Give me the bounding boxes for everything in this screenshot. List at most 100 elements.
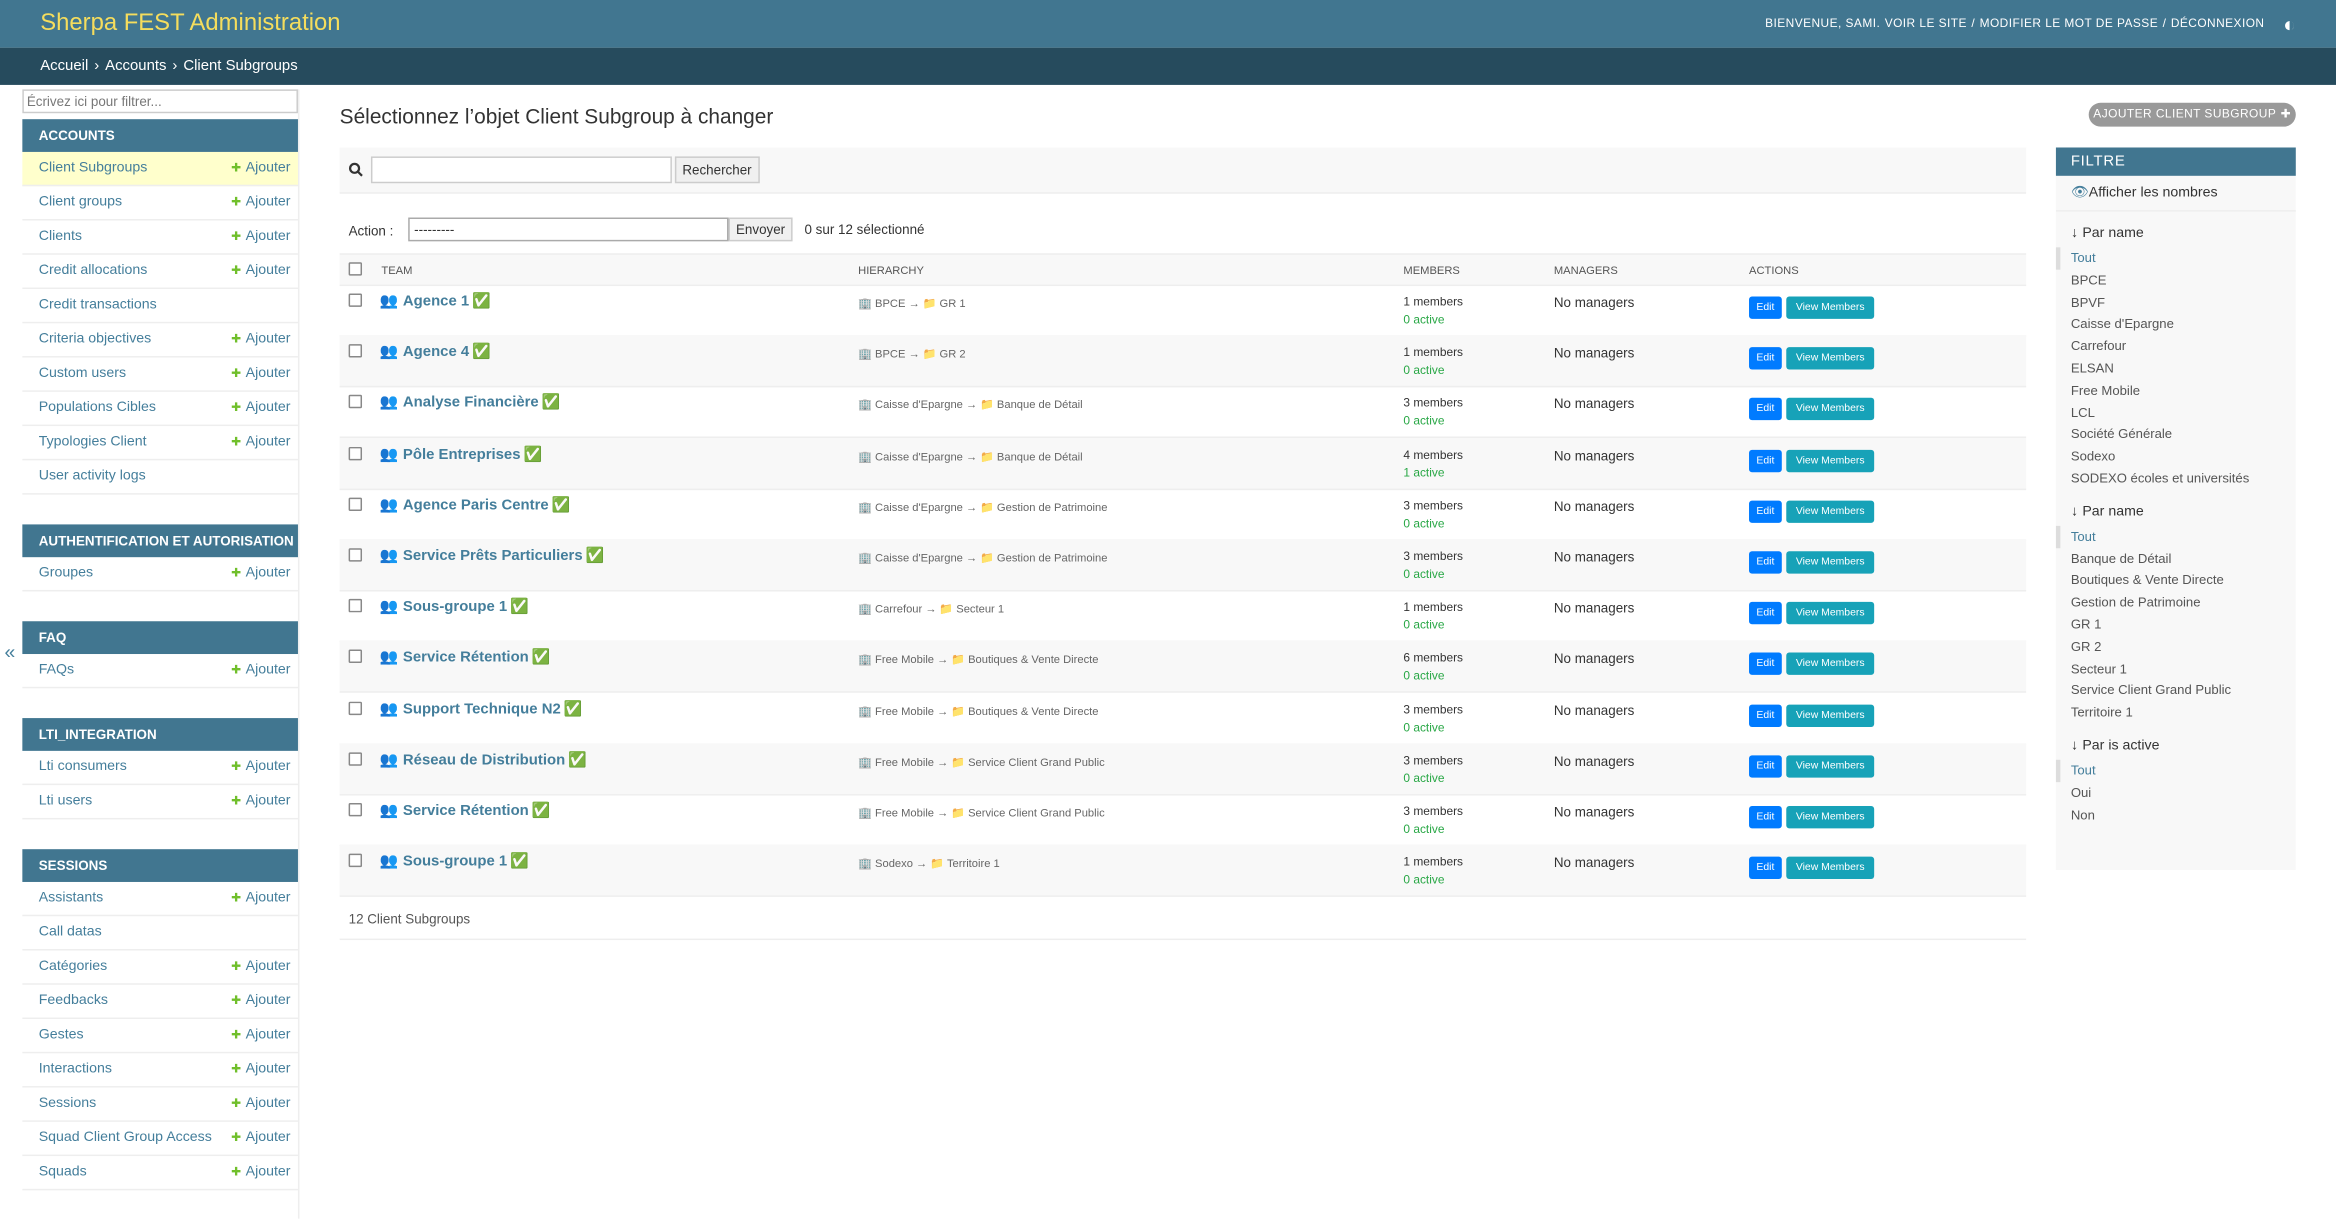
model-link[interactable]: Assistants (38, 889, 104, 906)
model-link[interactable]: Feedbacks (38, 992, 108, 1009)
filter-option[interactable]: Free Mobile (2070, 382, 2141, 398)
row-checkbox[interactable] (348, 293, 363, 307)
filter-option[interactable]: SODEXO écoles et universités (2070, 470, 2250, 486)
edit-button[interactable]: Edit (1749, 449, 1782, 472)
theme-toggle[interactable]: ◐ (2283, 11, 2296, 36)
add-link[interactable]: ✚ Ajouter (231, 186, 290, 219)
model-link[interactable]: Populations Cibles (38, 399, 156, 416)
add-link[interactable]: ✚ Ajouter (231, 985, 290, 1018)
filter-option[interactable]: Non (2070, 806, 2095, 822)
view-members-button[interactable]: View Members (1786, 296, 1875, 319)
model-link[interactable]: Catégories (38, 957, 108, 975)
filter-option[interactable]: ELSAN (2070, 360, 2114, 376)
module-title[interactable]: SESSIONS (22, 849, 298, 882)
team-link[interactable]: Service Rétention (402, 803, 529, 820)
edit-button[interactable]: Edit (1749, 856, 1782, 880)
filter-option[interactable]: Tout (2055, 525, 2296, 548)
module-title[interactable]: LTI_INTEGRATION (22, 718, 298, 751)
row-checkbox[interactable] (348, 395, 363, 409)
filter-option[interactable]: LCL (2070, 404, 2095, 420)
filter-option[interactable]: Banque de Détail (2070, 550, 2172, 566)
row-checkbox[interactable] (348, 446, 363, 460)
search-button[interactable]: Rechercher (674, 156, 760, 184)
team-link[interactable]: Service Rétention (402, 650, 529, 667)
add-link[interactable]: ✚ Ajouter (231, 882, 290, 915)
view-members-button[interactable]: View Members (1786, 602, 1875, 625)
column-header[interactable]: HIERARCHY (858, 263, 924, 278)
add-link[interactable]: ✚ Ajouter (231, 654, 290, 687)
user-link[interactable]: VOIR LE SITE (1884, 16, 1967, 30)
team-link[interactable]: Sous-groupe 1 (402, 599, 508, 616)
row-checkbox[interactable] (348, 548, 363, 562)
filter-option[interactable]: Tout (2055, 247, 2296, 270)
model-link[interactable]: Groupes (38, 564, 94, 582)
view-members-button[interactable]: View Members (1786, 856, 1875, 880)
model-link[interactable]: Credit transactions (38, 296, 157, 313)
column-header[interactable]: MEMBERS (1403, 263, 1460, 278)
model-link[interactable]: Call datas (38, 923, 102, 941)
row-checkbox[interactable] (348, 650, 363, 664)
row-checkbox[interactable] (348, 497, 363, 511)
add-link[interactable]: ✚ Ajouter (231, 557, 290, 590)
filter-option[interactable]: Oui (2070, 784, 2092, 800)
add-link[interactable]: ✚ Ajouter (231, 152, 290, 185)
model-link[interactable]: Clients (38, 227, 83, 245)
model-link[interactable]: Gestes (38, 1026, 84, 1043)
add-link[interactable]: ✚ Ajouter (231, 1122, 290, 1155)
breadcrumb[interactable]: Accueil (40, 58, 89, 75)
team-link[interactable]: Sous-groupe 1 (402, 853, 508, 871)
model-link[interactable]: Sessions (38, 1095, 97, 1112)
model-link[interactable]: FAQs (38, 661, 75, 678)
view-members-button[interactable]: View Members (1786, 704, 1875, 727)
model-link[interactable]: Client Subgroups (38, 159, 148, 176)
row-checkbox[interactable] (348, 752, 363, 766)
edit-button[interactable]: Edit (1749, 805, 1782, 829)
team-link[interactable]: Agence 1 (402, 293, 470, 310)
team-link[interactable]: Agence 4 (402, 344, 470, 361)
add-link[interactable]: ✚ Ajouter (231, 220, 290, 253)
view-members-button[interactable]: View Members (1786, 449, 1875, 472)
model-link[interactable]: Squads (38, 1163, 87, 1180)
edit-button[interactable]: Edit (1749, 653, 1782, 676)
view-members-button[interactable]: View Members (1786, 500, 1875, 523)
add-link[interactable]: ✚ Ajouter (231, 255, 290, 288)
model-link[interactable]: Squad Client Group Access (38, 1129, 212, 1146)
module-title[interactable]: ACCOUNTS (22, 119, 298, 152)
edit-button[interactable]: Edit (1749, 398, 1782, 421)
model-link[interactable]: Client groups (38, 193, 123, 211)
add-link[interactable]: ✚ Ajouter (231, 1088, 290, 1121)
add-link[interactable]: ✚ Ajouter (231, 392, 290, 425)
edit-button[interactable]: Edit (1749, 551, 1782, 574)
add-link[interactable]: ✚ Ajouter (231, 1019, 290, 1052)
filter-option[interactable]: Carrefour (2070, 338, 2127, 354)
filter-option[interactable]: Tout (2055, 759, 2296, 782)
search-input[interactable] (370, 156, 672, 184)
add-link[interactable]: ✚ Ajouter (231, 751, 290, 784)
module-title[interactable]: FAQ (22, 621, 298, 655)
filter-option[interactable]: GR 1 (2070, 616, 2102, 632)
edit-button[interactable]: Edit (1749, 347, 1782, 370)
sidebar-filter-input[interactable]: Écrivez ici pour filtrer... (22, 89, 298, 114)
filter-option[interactable]: Territoire 1 (2070, 704, 2133, 720)
edit-button[interactable]: Edit (1749, 755, 1782, 778)
filter-option[interactable]: Gestion de Patrimoine (2070, 594, 2201, 610)
action-select[interactable]: --------- (408, 217, 729, 242)
edit-button[interactable]: Edit (1749, 602, 1782, 625)
site-title[interactable]: Sherpa FEST Administration (40, 10, 341, 36)
view-members-button[interactable]: View Members (1786, 551, 1875, 574)
add-link[interactable]: ✚ Ajouter (231, 426, 290, 459)
model-link[interactable]: Typologies Client (38, 433, 147, 450)
user-link[interactable]: MODIFIER LE MOT DE PASSE (1979, 16, 2159, 30)
filter-option[interactable]: Boutiques & Vente Directe (2070, 572, 2224, 588)
view-members-button[interactable]: View Members (1786, 755, 1875, 778)
filter-option[interactable]: Service Client Grand Public (2070, 682, 2232, 698)
model-link[interactable]: Credit allocations (38, 262, 148, 279)
filter-option[interactable]: Société Générale (2070, 426, 2173, 442)
filter-option[interactable]: BPVF (2070, 294, 2106, 310)
edit-button[interactable]: Edit (1749, 500, 1782, 523)
row-checkbox[interactable] (348, 853, 363, 868)
action-submit[interactable]: Envoyer (728, 217, 793, 242)
select-all-checkbox[interactable] (348, 262, 363, 276)
team-link[interactable]: Agence Paris Centre (402, 497, 549, 514)
view-members-button[interactable]: View Members (1786, 398, 1875, 421)
